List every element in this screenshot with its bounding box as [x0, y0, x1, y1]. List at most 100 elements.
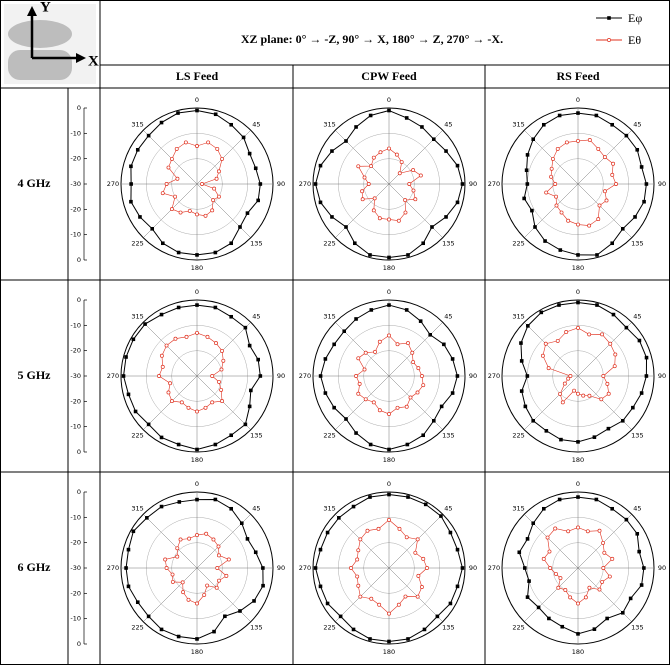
data-point	[129, 164, 133, 169]
data-point	[556, 585, 561, 590]
data-point	[421, 241, 425, 246]
angle-label: 135	[250, 623, 262, 631]
data-point	[176, 250, 181, 255]
data-point	[330, 149, 334, 153]
data-point	[557, 303, 561, 307]
data-point	[425, 566, 429, 570]
data-point	[205, 583, 210, 588]
data-point	[186, 597, 191, 602]
data-point	[161, 241, 165, 246]
data-point	[541, 556, 546, 561]
data-point	[224, 573, 229, 578]
data-point	[550, 156, 555, 161]
data-point	[160, 191, 165, 196]
data-point	[416, 366, 421, 371]
angle-label: 315	[512, 505, 524, 513]
data-point	[368, 442, 373, 447]
angle-label: 225	[512, 623, 524, 631]
data-point	[602, 189, 607, 194]
icon-arrowhead	[27, 6, 37, 16]
data-point	[387, 217, 391, 222]
data-point	[164, 343, 169, 348]
grid-spoke	[335, 130, 390, 185]
data-point	[413, 550, 418, 555]
data-point	[587, 138, 592, 142]
scale-label: -10	[70, 513, 81, 521]
icon-shape	[8, 20, 72, 48]
data-point	[229, 314, 233, 319]
angle-label: 135	[631, 239, 643, 247]
data-point	[444, 215, 448, 219]
data-point	[387, 611, 391, 616]
angle-label: 270	[488, 180, 500, 188]
data-point	[195, 108, 199, 113]
data-point	[396, 218, 401, 223]
data-point	[555, 338, 560, 343]
scale-label: -10	[70, 615, 81, 623]
legend-label: Eθ	[628, 33, 641, 47]
data-point	[564, 140, 569, 145]
angle-label: 90	[658, 564, 666, 572]
data-point	[403, 198, 408, 203]
series-line	[125, 498, 264, 640]
scale-label: 0	[77, 640, 81, 648]
scale-label: -20	[70, 589, 81, 597]
angle-label: 225	[323, 239, 335, 247]
data-point	[159, 435, 164, 440]
series-line	[520, 302, 648, 443]
angle-label: 45	[252, 313, 260, 321]
angle-label: 0	[195, 480, 199, 488]
data-point	[563, 587, 568, 592]
data-point	[416, 573, 421, 578]
data-point	[344, 417, 348, 421]
angle-label: 225	[131, 623, 143, 631]
icon-arrowhead	[76, 53, 86, 63]
data-point	[369, 164, 374, 169]
data-point	[220, 348, 225, 353]
data-point	[180, 580, 185, 585]
data-point	[406, 495, 410, 499]
angle-label: 225	[512, 239, 524, 247]
data-point	[166, 390, 171, 395]
data-point	[525, 595, 530, 599]
icon-axis-label: Y	[40, 0, 51, 15]
data-point	[124, 566, 128, 570]
data-point	[605, 381, 610, 386]
data-point	[423, 502, 428, 507]
data-point	[602, 155, 607, 160]
data-point	[313, 566, 318, 570]
data-point	[186, 405, 191, 410]
data-point	[253, 550, 258, 555]
grid-spoke	[143, 514, 198, 569]
angle-label: 45	[444, 505, 452, 513]
data-point	[576, 495, 580, 499]
data-point	[330, 215, 334, 219]
scale-label: -20	[70, 397, 81, 405]
data-point	[553, 526, 558, 531]
data-point	[318, 584, 323, 589]
data-point	[349, 566, 353, 570]
angle-label: 45	[633, 505, 641, 513]
scale-label: -20	[70, 539, 81, 547]
data-point	[211, 198, 216, 203]
data-point	[519, 389, 524, 393]
data-point	[245, 211, 250, 215]
data-point	[387, 412, 391, 416]
data-point	[419, 585, 424, 589]
data-point	[126, 547, 131, 552]
data-point	[229, 433, 233, 438]
data-point	[184, 334, 189, 339]
data-point	[195, 447, 199, 452]
data-point	[247, 404, 252, 409]
data-point	[229, 506, 233, 511]
data-point	[166, 165, 171, 170]
data-point	[159, 353, 164, 358]
data-point	[220, 156, 225, 161]
data-point	[217, 379, 221, 384]
data-point	[210, 400, 215, 405]
data-point	[216, 169, 221, 174]
data-point	[351, 627, 356, 632]
data-point	[595, 253, 599, 257]
data-point	[216, 553, 221, 558]
figure-title: XZ plane: 0° → -Z, 90° → X, 180° → Z, 27…	[241, 32, 503, 46]
